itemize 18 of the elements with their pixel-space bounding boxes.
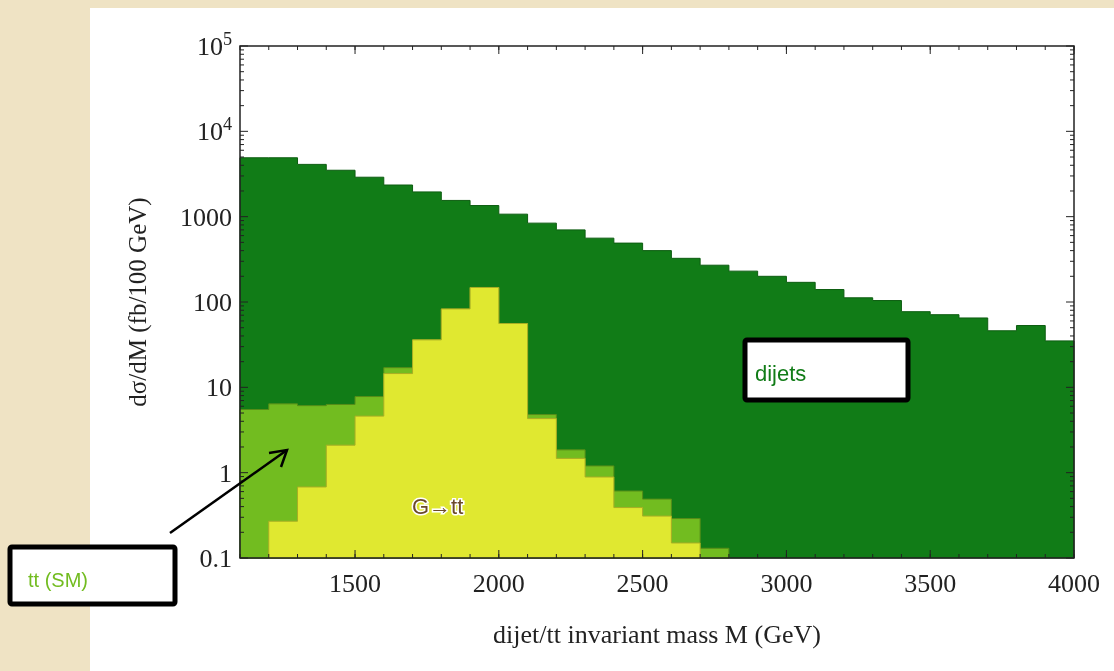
x-tick-label: 1500 bbox=[329, 569, 382, 598]
x-tick-label: 3000 bbox=[760, 569, 813, 598]
x-tick-label: 2000 bbox=[472, 569, 525, 598]
y-tick-label: 0.1 bbox=[199, 544, 232, 573]
series-label: dijets bbox=[755, 361, 807, 386]
x-axis-title: dijet/tt invariant mass M (GeV) bbox=[493, 620, 821, 649]
y-tick-label: 10$^{5}$ bbox=[196, 29, 232, 61]
text: tt (SM) bbox=[28, 569, 88, 591]
y-tick-label: 1000 bbox=[180, 202, 232, 232]
series-label: G→tt bbox=[412, 494, 464, 519]
y-tick-label: 1 bbox=[219, 458, 232, 488]
y-tick-label: 10 bbox=[206, 373, 232, 403]
x-tick-label: 3500 bbox=[904, 569, 957, 598]
x-tick-label: 2500 bbox=[616, 569, 669, 598]
x-tick-label: 4000 bbox=[1048, 569, 1100, 598]
y-axis-title: dσ/dM (fb/100 GeV) bbox=[124, 197, 152, 407]
y-tick-label: 100 bbox=[193, 288, 232, 317]
y-tick-label: 10$^{4}$ bbox=[196, 114, 232, 147]
